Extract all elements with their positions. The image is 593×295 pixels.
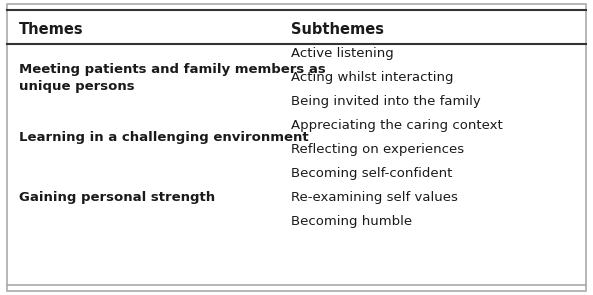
Text: Meeting patients and family members as
unique persons: Meeting patients and family members as u… [19, 63, 326, 93]
Text: Being invited into the family: Being invited into the family [291, 95, 480, 109]
Text: Subthemes: Subthemes [291, 22, 384, 37]
Text: Active listening: Active listening [291, 47, 393, 60]
Text: Themes: Themes [19, 22, 84, 37]
Text: Re-examining self values: Re-examining self values [291, 191, 457, 204]
Text: Appreciating the caring context: Appreciating the caring context [291, 119, 502, 132]
Text: Learning in a challenging environment: Learning in a challenging environment [19, 131, 309, 144]
Text: Becoming self-confident: Becoming self-confident [291, 167, 452, 180]
Text: Gaining personal strength: Gaining personal strength [19, 191, 215, 204]
Text: Acting whilst interacting: Acting whilst interacting [291, 71, 453, 84]
FancyBboxPatch shape [7, 4, 586, 291]
Text: Becoming humble: Becoming humble [291, 215, 412, 228]
Text: Reflecting on experiences: Reflecting on experiences [291, 143, 464, 156]
